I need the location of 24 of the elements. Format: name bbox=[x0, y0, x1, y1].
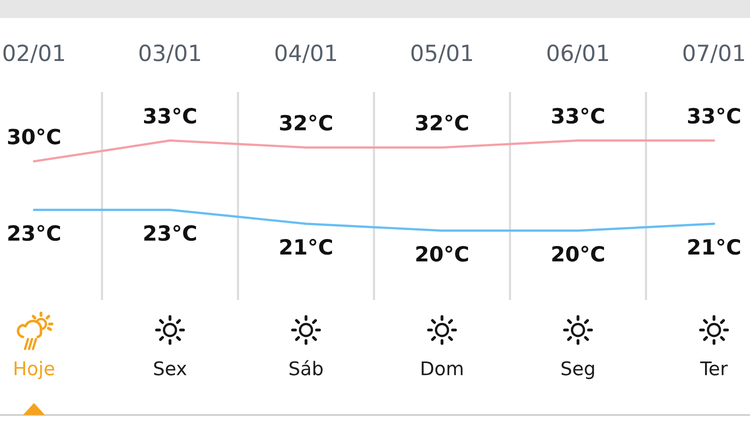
x-tick-label: 06/01 bbox=[547, 44, 608, 64]
text: Seg bbox=[562, 361, 594, 380]
text: Sex bbox=[154, 361, 186, 376]
x-tick-label: 02/01 bbox=[3, 44, 64, 64]
text: Sáb bbox=[290, 360, 323, 376]
data-label: 32°C bbox=[280, 114, 332, 131]
data-label: 23°C bbox=[8, 225, 60, 241]
data-label: 33°C bbox=[144, 108, 196, 124]
text: Hoje bbox=[14, 360, 54, 380]
data-label: 23°C bbox=[144, 225, 196, 241]
data-label: 21°C bbox=[280, 238, 332, 255]
x-tick-label: 04/01 bbox=[275, 44, 336, 64]
x-tick-label: 03/01 bbox=[139, 44, 200, 64]
x-tick-label: 07/01 bbox=[683, 44, 744, 64]
data-label: 30°C bbox=[8, 128, 60, 144]
text: Dom bbox=[422, 362, 462, 376]
data-label: 33°C bbox=[688, 108, 740, 124]
x-tick-label: 05/01 bbox=[411, 44, 472, 64]
data-label: 20°C bbox=[416, 246, 468, 262]
data-label: 20°C bbox=[552, 246, 604, 262]
data-label: 21°C bbox=[688, 238, 740, 255]
text: Ter bbox=[700, 362, 728, 376]
data-label: 33°C bbox=[552, 108, 604, 124]
data-label: 32°C bbox=[416, 114, 468, 131]
